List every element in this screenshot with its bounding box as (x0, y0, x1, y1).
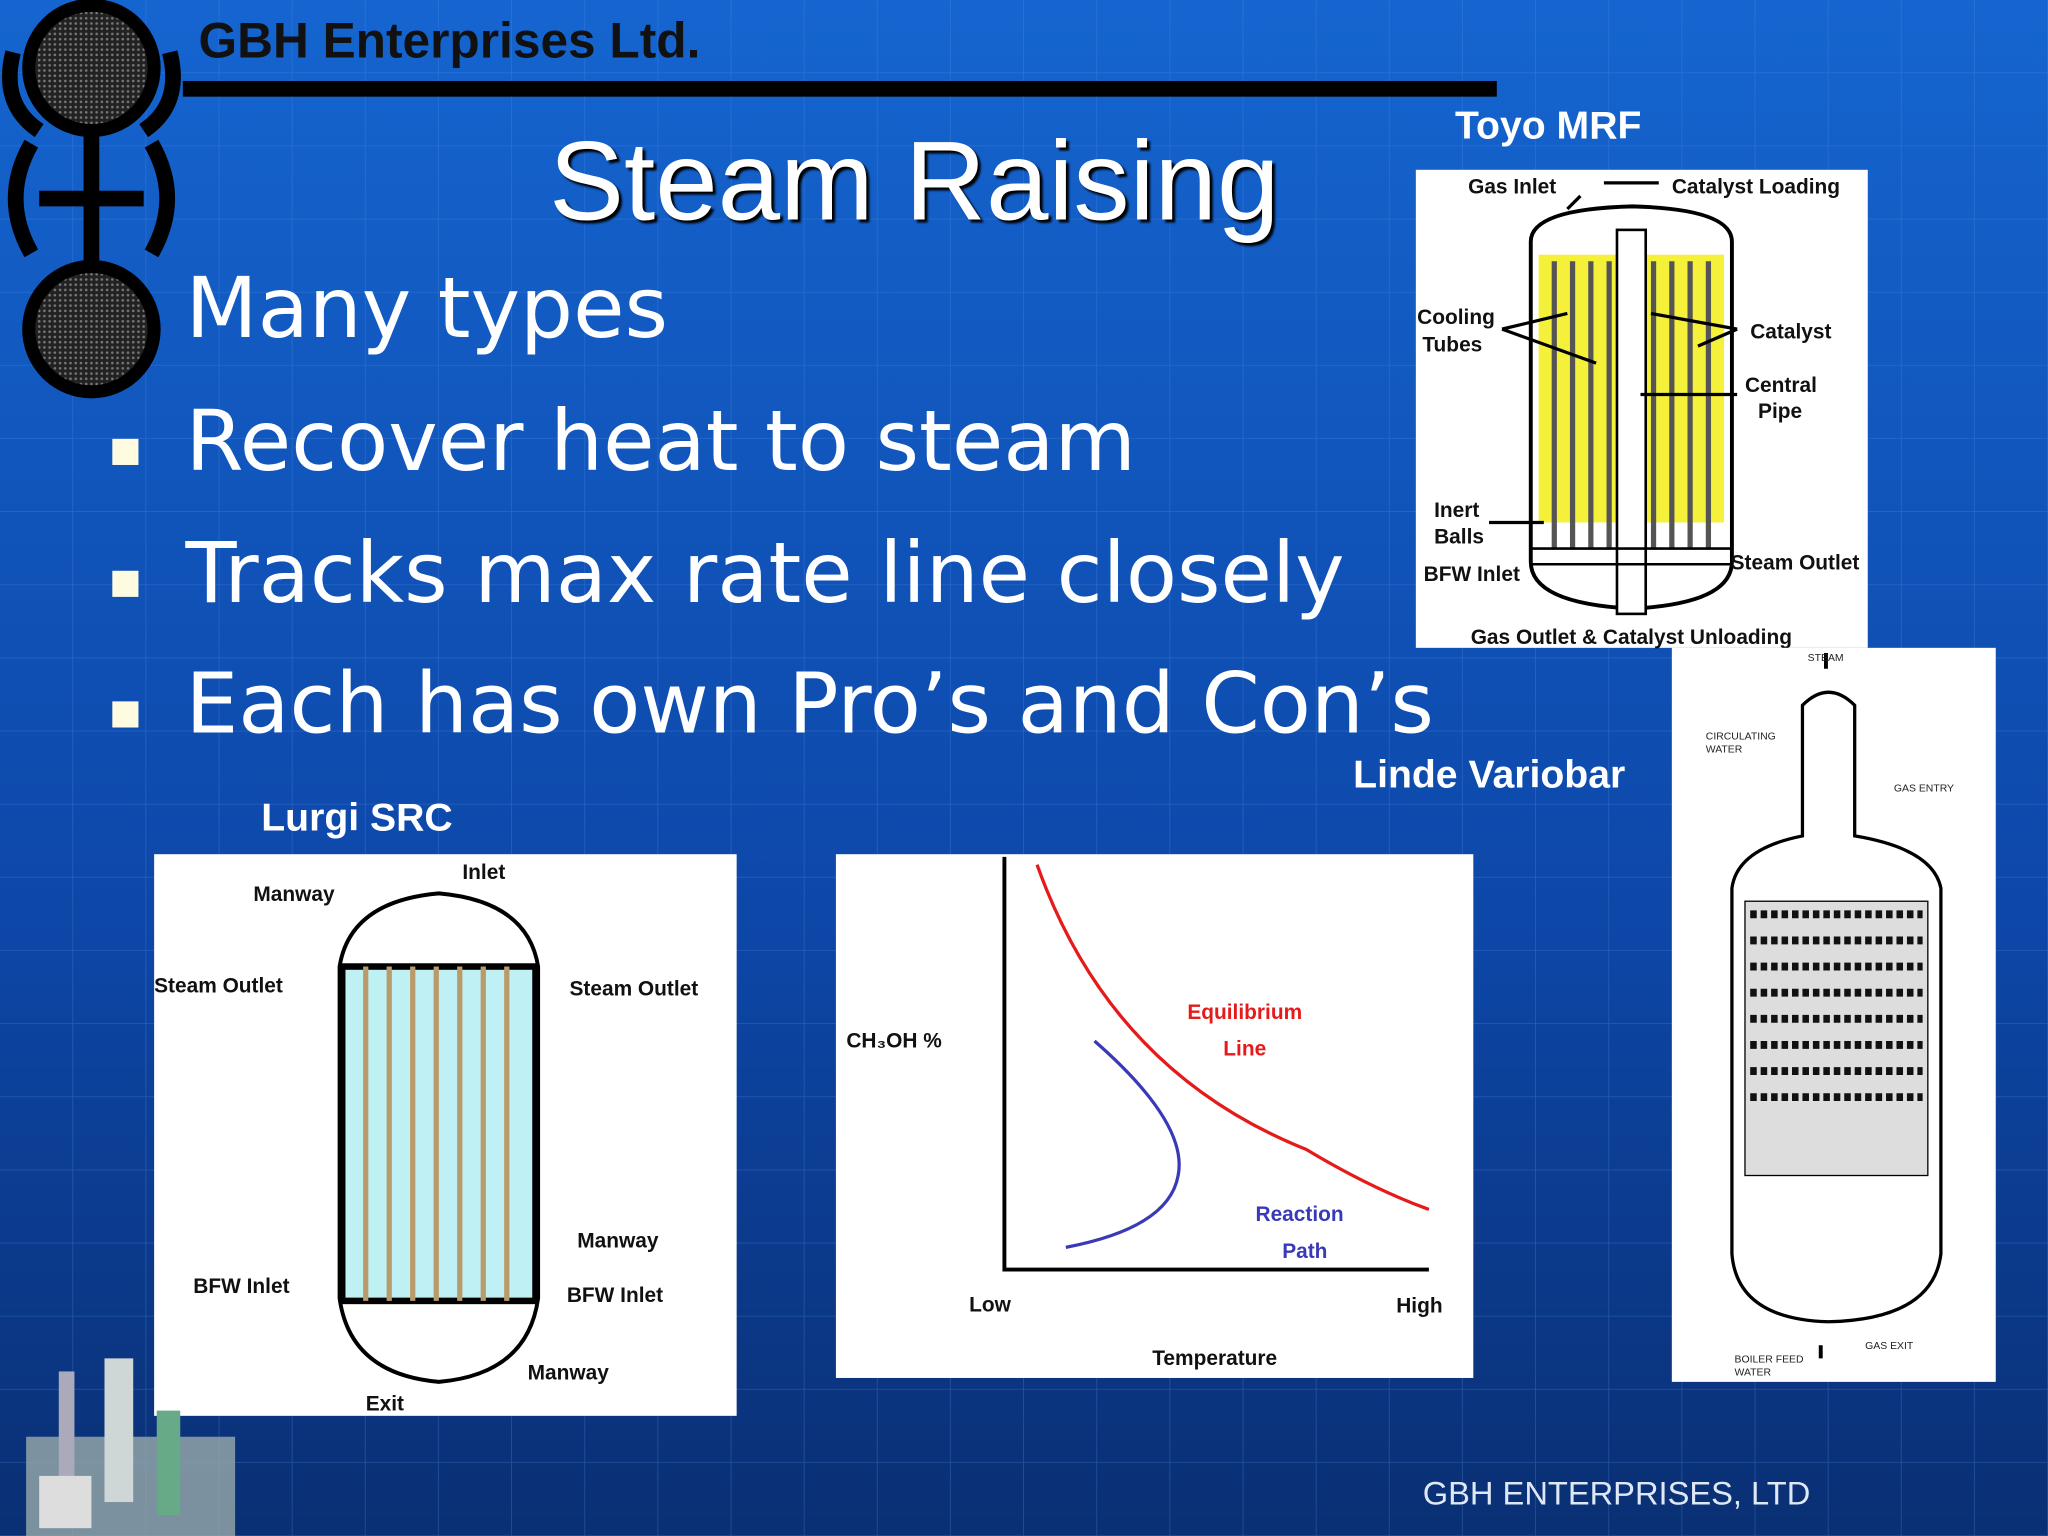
diagram-label: Steam Outlet (569, 977, 698, 1000)
curve-label: Reaction (1256, 1203, 1344, 1226)
diagram-label: WATER (1735, 1367, 1772, 1378)
diagram-label: Inert (1434, 499, 1479, 522)
diagram-caption: Toyo MRF (1455, 104, 1641, 147)
axis-label: CH₃OH % (846, 1030, 942, 1053)
plant-icon (26, 1358, 236, 1536)
diagram-label: CIRCULATING (1706, 731, 1776, 742)
bullet-marker (112, 570, 139, 597)
diagram-label: Inlet (462, 861, 505, 884)
curve-label: Equilibrium (1187, 1001, 1302, 1024)
diagram-label: Steam Outlet (1731, 551, 1860, 574)
diagram-caption: Linde Variobar (1353, 754, 1625, 797)
diagram-label: Catalyst Loading (1672, 175, 1840, 198)
curve-label: Path (1282, 1240, 1327, 1263)
diagram-label: GAS ENTRY (1894, 784, 1954, 795)
lurgi-diagram: Inlet Manway Steam Outlet Steam Outlet M… (154, 854, 737, 1416)
diagram-label: BFW Inlet (567, 1284, 663, 1307)
header-rule (182, 80, 1497, 97)
company-name: GBH Enterprises Ltd. (199, 12, 701, 68)
diagram-label: Exit (366, 1393, 404, 1416)
diagram-label: Balls (1434, 525, 1484, 548)
intro-text: Many types (185, 259, 668, 357)
diagram-label: Manway (528, 1361, 610, 1384)
diagram-label: Cooling (1417, 306, 1495, 329)
diagram-label: Manway (253, 883, 335, 906)
diagram-label: Central (1745, 374, 1817, 397)
axis-label: High (1396, 1295, 1442, 1318)
diagram-label: BFW Inlet (1424, 563, 1520, 586)
diagram-label: Gas Inlet (1468, 175, 1556, 198)
bullet: Tracks max rate line closely (184, 524, 1344, 622)
diagram-label: WATER (1706, 744, 1743, 755)
logo (2, 0, 181, 399)
bullet: Recover heat to steam (185, 392, 1135, 490)
curve-label: Line (1223, 1037, 1266, 1060)
diagram-label: STEAM (1808, 653, 1844, 664)
diagram-label: GAS EXIT (1865, 1341, 1914, 1352)
bullet: Each has own Pro’s and Con’s (185, 655, 1434, 753)
linde-diagram: STEAM CIRCULATING WATER GAS ENTRY GAS EX… (1671, 647, 1996, 1382)
footer-text: GBH ENTERPRISES, LTD (1423, 1475, 1811, 1512)
diagram-label: Steam Outlet (154, 975, 283, 998)
diagram-caption: Lurgi SRC (261, 797, 453, 840)
slide-title: Steam Raising (549, 117, 1279, 243)
diagram-label: Manway (577, 1229, 659, 1252)
toyo-diagram: Gas Inlet Catalyst Loading Cooling Tubes… (1415, 169, 1868, 649)
diagram-label: Catalyst (1750, 320, 1831, 343)
axis-label: Temperature (1152, 1347, 1277, 1370)
diagram-label: Gas Outlet & Catalyst Unloading (1471, 626, 1792, 649)
diagram-label: Pipe (1758, 400, 1802, 423)
equilibrium-graph: CH₃OH % Temperature Low High Equilibrium… (835, 854, 1474, 1378)
diagram-label: BOILER FEED (1735, 1354, 1804, 1365)
diagram-label: Tubes (1422, 333, 1482, 356)
diagram-label: BFW Inlet (193, 1275, 289, 1298)
bullet-marker (112, 701, 139, 728)
axis-label: Low (969, 1293, 1012, 1316)
bullet-marker (112, 438, 139, 465)
